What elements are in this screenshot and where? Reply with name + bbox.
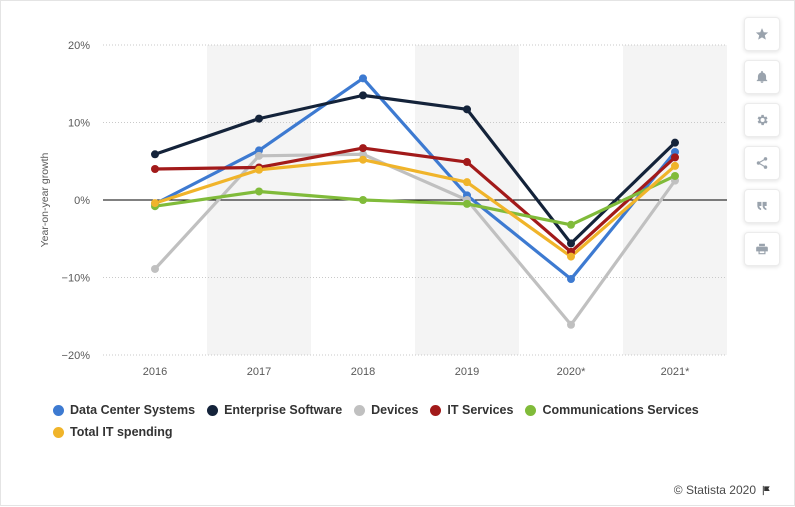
data-point	[567, 320, 575, 329]
legend-item[interactable]: Total IT spending	[53, 425, 173, 439]
data-point	[463, 178, 471, 187]
data-point	[255, 165, 263, 174]
share-button[interactable]	[744, 146, 780, 180]
y-tick-label: −10%	[62, 273, 91, 285]
series-line	[153, 93, 677, 245]
data-point	[567, 252, 575, 261]
y-axis-label: Year-on-year growth	[39, 152, 51, 247]
data-point	[359, 74, 367, 83]
x-tick-label: 2018	[351, 366, 375, 378]
share-icon	[756, 157, 768, 169]
legend-marker	[525, 404, 537, 416]
data-point	[359, 144, 367, 153]
legend-marker	[207, 404, 219, 416]
series-line	[153, 76, 677, 281]
data-point	[567, 239, 575, 248]
legend-item[interactable]: IT Services	[430, 403, 513, 417]
x-tick-label: 2017	[247, 366, 271, 378]
data-point	[151, 150, 159, 159]
data-point	[255, 151, 263, 160]
y-tick-label: −20%	[62, 350, 91, 362]
settings-button[interactable]	[744, 103, 780, 137]
x-tick-label: 2021*	[661, 366, 690, 378]
credit-text: © Statista 2020	[673, 483, 756, 497]
star-button[interactable]	[744, 17, 780, 51]
legend-label: Total IT spending	[70, 425, 173, 439]
legend-marker	[354, 404, 366, 416]
series-line	[153, 158, 677, 259]
x-tick-label: 2019	[455, 366, 479, 378]
statista-credit[interactable]: © Statista 2020	[674, 483, 772, 497]
data-point	[567, 220, 575, 229]
print-button[interactable]	[744, 232, 780, 266]
legend-item[interactable]: Devices	[354, 403, 418, 417]
legend-item[interactable]: Communications Services	[525, 403, 699, 417]
legend-label: IT Services	[447, 403, 514, 417]
y-tick-label: 20%	[68, 40, 90, 52]
notification-button[interactable]	[744, 60, 780, 94]
data-point	[151, 165, 159, 173]
data-point	[255, 187, 263, 196]
x-tick-label: 2020*	[557, 366, 586, 378]
data-point	[359, 196, 367, 204]
gear-icon	[757, 114, 768, 126]
legend-item[interactable]: Data Center Systems	[53, 403, 195, 417]
data-point	[463, 105, 471, 114]
data-point	[151, 264, 159, 273]
y-tick-label: 10%	[68, 118, 90, 130]
flag-icon	[762, 485, 770, 495]
data-point	[671, 171, 679, 180]
data-point	[151, 199, 159, 208]
cite-button[interactable]	[744, 189, 780, 223]
data-point	[671, 161, 679, 170]
data-point	[671, 138, 679, 147]
data-point	[359, 91, 367, 100]
y-tick-label: 0%	[74, 195, 90, 207]
data-point	[671, 153, 679, 162]
data-point	[463, 199, 471, 208]
series-line	[153, 174, 677, 227]
legend-marker	[53, 426, 64, 438]
legend-label: Communications Services	[542, 403, 699, 417]
bell-icon	[756, 70, 768, 83]
legend-label: Devices	[371, 403, 419, 417]
data-point	[359, 155, 367, 164]
legend-marker	[430, 404, 442, 416]
legend-marker	[53, 404, 64, 416]
data-point	[567, 275, 575, 284]
legend-label: Data Center Systems	[70, 403, 196, 417]
legend-label: Enterprise Software	[224, 403, 343, 417]
star-icon	[755, 28, 769, 40]
data-point	[463, 158, 471, 167]
printer-icon	[756, 243, 768, 255]
legend-item[interactable]: Enterprise Software	[207, 403, 342, 417]
series-line	[153, 146, 677, 254]
data-point	[255, 114, 263, 123]
quote-icon	[757, 201, 767, 211]
toolbar	[744, 17, 780, 266]
x-tick-label: 2016	[143, 366, 167, 378]
chart-legend: Data Center Systems Enterprise Software De…	[53, 403, 733, 439]
